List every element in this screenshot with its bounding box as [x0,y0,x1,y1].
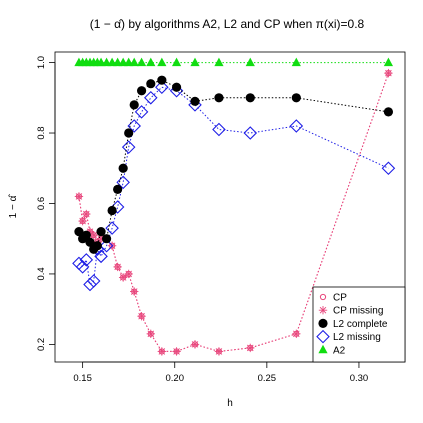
y-axis: 0.2 0.4 0.6 0.8 1.0 [36,56,56,351]
data-point-l2-missing [127,119,141,133]
data-point-l2-missing [155,80,169,95]
data-point-l2-complete [136,86,147,96]
data-point-cp-missing [214,347,224,356]
data-point-l2-missing [134,105,149,119]
data-point-cp-missing [384,68,393,78]
legend-marker-a2 [318,344,328,354]
series-l2-complete [74,75,394,254]
legend-box [312,286,406,363]
data-point-l2-complete [214,93,224,103]
series-l2-missing [72,80,396,292]
data-point-l2-complete [118,163,128,173]
data-point-l2-missing [83,277,97,292]
data-point-l2-complete [124,128,134,138]
data-point-l2-missing [99,238,114,253]
data-point-cp-missing [78,216,87,226]
data-point-l2-complete [383,107,394,117]
x-axis-label: h [227,398,233,409]
data-point-l2-complete [92,241,102,251]
plot-area [72,57,396,356]
legend-marker-l2-missing [316,329,330,344]
series-cp-missing [74,68,393,356]
data-point-l2-missing [86,274,101,288]
x-tick-label: 0.25 [258,373,277,384]
legend-marker-cp-missing [318,306,328,315]
data-point-l2-complete [146,79,156,89]
y-tick-label: 0.6 [36,197,47,210]
y-axis-label: 1 − α̂ [7,194,19,219]
data-point-l2-missing [121,140,136,154]
legend-label: CP missing [333,306,383,317]
legend-label: L2 missing [333,332,381,343]
legend-label: A2 [333,345,346,356]
data-point-l2-missing [105,221,119,235]
legend-label: CP [333,293,347,304]
data-point-a2 [214,57,224,67]
legend: CP CP missing L2 complete L2 missing A2 [312,286,406,363]
data-point-l2-missing [212,122,226,137]
data-point-l2-complete [96,227,106,237]
data-point-a2 [383,57,394,67]
data-point-l2-complete [81,230,91,240]
data-point-a2 [136,57,147,67]
data-point-cp-missing [292,329,301,339]
data-point-l2-missing [116,175,130,190]
legend-marker-l2-complete [318,318,328,328]
x-axis: 0.15 0.20 0.25 0.30 [73,361,369,384]
data-point-cp-missing [137,312,146,321]
data-point-a2 [129,57,139,67]
legend-label: L2 complete [333,319,388,330]
data-point-cp-missing [172,347,181,356]
data-point-l2-complete [190,96,200,106]
data-point-cp-missing [124,269,133,279]
data-point-l2-complete [107,205,117,216]
data-point-l2-complete [85,237,95,247]
data-point-l2-complete [291,93,301,103]
data-point-cp-missing [190,340,200,349]
data-point-cp-missing [89,230,98,240]
data-point-cp-missing [118,273,128,282]
data-point-l2-missing [381,161,396,176]
data-point-l2-complete [74,227,84,237]
y-tick-label: 1.0 [36,56,47,69]
data-point-cp-missing [146,329,155,339]
data-point-l2-complete [171,82,182,92]
data-point-l2-missing [79,253,94,267]
series-a2 [74,57,394,67]
data-point-l2-complete [157,75,167,85]
data-point-cp-missing [157,347,167,356]
legend-marker-cp [319,293,327,301]
y-tick-label: 0.4 [36,267,47,280]
data-point-cp-missing [246,343,255,353]
data-point-l2-missing [289,119,304,133]
data-point-cp-missing [82,209,91,219]
data-point-l2-complete [113,184,123,194]
data-point-cp-missing [130,287,139,296]
data-point-a2 [291,57,301,67]
chart-title: (1 − α̂) by algorithms A2, L2 and CP whe… [90,17,365,31]
data-point-l2-complete [101,234,112,244]
data-point-l2-complete [129,100,139,110]
data-point-a2 [190,57,200,67]
data-point-a2 [171,57,182,67]
x-tick-label: 0.30 [350,373,369,384]
data-point-l2-complete [245,93,255,103]
y-tick-label: 0.2 [36,338,47,351]
data-point-a2 [146,57,156,67]
y-tick-label: 0.8 [36,126,47,139]
data-point-a2 [157,57,167,67]
x-tick-label: 0.15 [73,373,92,384]
data-point-l2-missing [144,91,158,105]
data-point-l2-missing [94,249,108,264]
data-point-a2 [245,57,255,67]
x-tick-label: 0.20 [165,373,184,384]
data-point-cp-missing [74,192,84,201]
data-point-l2-missing [243,126,258,140]
data-point-cp-missing [113,262,122,272]
